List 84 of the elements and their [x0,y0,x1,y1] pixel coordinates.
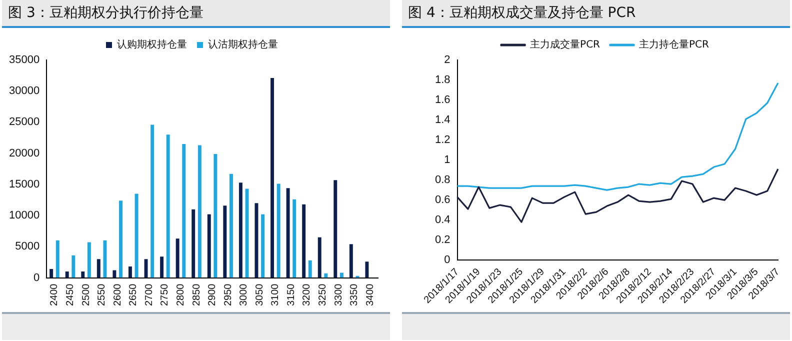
y-tick-label: 1.8 [434,74,450,86]
bar [134,194,138,278]
y-tick-label: 20000 [8,147,40,160]
bar [160,256,164,278]
bar [112,270,116,278]
bar [214,154,218,278]
y-tick-label: 0 [33,272,40,284]
bar [261,214,265,278]
x-tick-label: 2450 [65,283,76,306]
bar [176,238,180,278]
bar [103,240,107,278]
bar [286,188,290,278]
x-tick-label: 2650 [128,283,140,306]
x-tick-label: 2800 [175,283,186,306]
bar [192,209,196,278]
x-tick-label: 2950 [222,283,234,306]
x-tick-label: 3000 [238,283,250,306]
y-tick-label: 1.4 [434,114,450,126]
bar [318,237,322,278]
y-tick-label: 25000 [8,116,40,128]
bar [207,214,211,278]
bar [96,259,100,278]
bar [119,200,122,278]
legend-label: 认沽期权持仓量 [208,38,278,51]
bar [292,199,296,278]
y-tick-label: 5000 [15,240,40,253]
x-tick-label: 2550 [96,283,108,306]
x-tick-label: 3300 [333,283,344,306]
bar [308,260,312,278]
bar [128,266,132,278]
x-tick-label: 2600 [112,283,124,306]
x-tick-label: 3200 [302,283,313,306]
bar [302,204,306,278]
x-tick-label: 2700 [144,283,155,306]
bar [198,145,202,278]
y-tick-label: 1 [444,154,450,166]
y-tick-label: 30000 [8,85,40,98]
bar [276,184,280,278]
y-tick-label: 0 [444,254,450,266]
x-tick-label: 3400 [364,283,376,306]
bar [334,180,338,278]
x-tick-label: 3050 [254,283,266,306]
legend-label: 认购期权持仓量 [117,38,187,51]
x-tick-label: 3350 [349,283,360,306]
x-tick-label: 3100 [270,283,282,306]
x-tick-label: 2400 [49,283,60,306]
y-tick-label: 10000 [8,210,40,222]
x-tick-label: 2900 [207,283,218,306]
y-tick-label: 0.6 [434,194,450,206]
y-tick-label: 0.8 [434,174,450,186]
bar [270,78,274,278]
bar [150,124,154,278]
bar [50,269,54,278]
bar [223,206,227,278]
x-tick-label: 3150 [286,283,297,306]
y-tick-label: 0.2 [434,234,450,246]
bar [365,262,369,278]
x-tick-label: 2850 [191,283,202,306]
bar [229,174,233,278]
y-tick-label: 1.2 [434,134,450,146]
chart-title: 图 4：豆粕期权成交量及持仓量 PCR [402,0,790,28]
y-tick-label: 35000 [8,54,40,66]
legend-label: 主力持仓量PCR [639,38,710,51]
bar [56,240,60,278]
bar [254,203,258,278]
x-tick-label: 2500 [80,283,92,306]
y-tick-label: 1.6 [434,94,450,106]
bar [87,242,91,278]
x-tick-label: 2750 [160,283,171,306]
bar [324,273,328,278]
y-tick-label: 15000 [8,178,40,190]
x-tick-label: 3250 [318,283,329,306]
bar [81,272,85,278]
y-tick-label: 0.4 [434,214,450,226]
bar [65,272,69,278]
bar [349,244,353,278]
y-tick-label: 2 [444,54,450,66]
bar [340,272,344,278]
bar [72,255,76,278]
bar [182,144,186,278]
legend-label: 主力成交量PCR [530,38,600,51]
bar [238,182,242,278]
bar [166,134,170,278]
chart-title: 图 3：豆粕期权分执行价持仓量 [2,0,390,28]
